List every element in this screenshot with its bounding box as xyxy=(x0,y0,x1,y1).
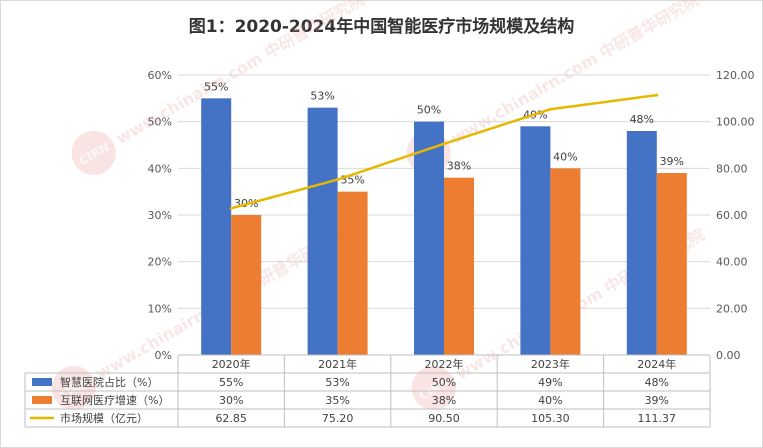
bar-data-label: 40% xyxy=(553,150,577,163)
legend-label: 市场规模（亿元） xyxy=(60,411,148,425)
table-cell: 39% xyxy=(645,394,669,407)
watermark-text: www.chinairn.com 中研普华研究院 xyxy=(448,0,703,148)
table-cell: 90.50 xyxy=(428,412,460,425)
watermark-logo-icon xyxy=(51,365,96,410)
y-left-tick-label: 50% xyxy=(148,116,172,129)
bar-1 xyxy=(201,98,232,355)
line-point xyxy=(442,142,446,146)
bar-1 xyxy=(414,121,444,356)
line-point xyxy=(548,107,552,111)
x-tick-label: 2022年 xyxy=(425,357,464,371)
bar-2 xyxy=(231,215,262,355)
table-cell: 49% xyxy=(538,376,562,389)
bar-data-label: 53% xyxy=(310,90,334,103)
y-right-tick-label: 40.00 xyxy=(716,256,748,269)
y-right-tick-label: 0.00 xyxy=(716,349,741,362)
bar-data-label: 55% xyxy=(204,80,228,93)
line-point xyxy=(229,206,233,210)
x-tick-label: 2020年 xyxy=(212,357,251,371)
x-tick-label: 2021年 xyxy=(318,357,357,371)
y-left-tick-label: 0% xyxy=(155,349,172,362)
bar-2 xyxy=(444,177,474,355)
table-cell: 35% xyxy=(325,394,349,407)
bar-2 xyxy=(550,168,581,355)
table-cell: 111.37 xyxy=(638,412,677,425)
table-cell: 53% xyxy=(325,376,349,389)
legend-label: 互联网医疗增速（%） xyxy=(60,393,169,407)
line-point xyxy=(336,178,340,182)
watermark-logo-icon xyxy=(71,130,116,175)
table-cell: 30% xyxy=(219,394,243,407)
table-cell: 38% xyxy=(432,394,456,407)
table-cell: 55% xyxy=(219,376,243,389)
y-left-tick-label: 60% xyxy=(148,69,172,82)
watermark-logo-icon xyxy=(411,365,456,410)
line-point xyxy=(655,93,659,97)
bar-data-label: 38% xyxy=(447,160,471,173)
x-tick-label: 2023年 xyxy=(531,357,570,371)
bar-data-label: 50% xyxy=(417,104,441,117)
y-right-tick-label: 120.00 xyxy=(716,69,755,82)
bar-1 xyxy=(520,126,551,355)
bar-1 xyxy=(307,107,338,356)
y-left-tick-label: 30% xyxy=(148,209,172,222)
y-right-tick-label: 100.00 xyxy=(716,116,755,129)
bar-2 xyxy=(656,173,687,355)
y-left-tick-label: 20% xyxy=(148,256,172,269)
table-cell: 62.85 xyxy=(215,412,247,425)
bar-2 xyxy=(337,191,368,355)
bar-data-label: 39% xyxy=(660,155,684,168)
table-cell: 40% xyxy=(538,394,562,407)
y-right-tick-label: 60.00 xyxy=(716,209,748,222)
table-cell: 50% xyxy=(432,376,456,389)
x-tick-label: 2024年 xyxy=(637,357,676,371)
y-left-tick-label: 10% xyxy=(148,302,172,315)
legend-swatch-1 xyxy=(32,378,52,386)
legend-swatch-2 xyxy=(32,396,52,404)
bar-data-label: 48% xyxy=(630,113,654,126)
y-right-tick-label: 80.00 xyxy=(716,162,748,175)
y-left-tick-label: 40% xyxy=(148,162,172,175)
table-cell: 48% xyxy=(645,376,669,389)
legend-label: 智慧医院占比（%） xyxy=(60,375,158,389)
table-cell: 105.30 xyxy=(531,412,570,425)
chart-title: 图1：2020-2024年中国智能医疗市场规模及结构 xyxy=(188,17,575,37)
bar-1 xyxy=(626,131,657,355)
y-right-tick-label: 20.00 xyxy=(716,302,748,315)
table-cell: 75.20 xyxy=(322,412,354,425)
